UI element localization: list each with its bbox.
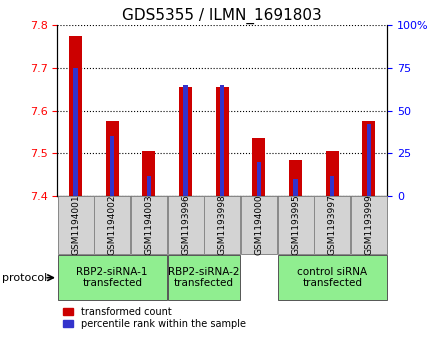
Bar	[147, 176, 151, 196]
Text: GSM1194002: GSM1194002	[108, 195, 117, 255]
Bar	[367, 125, 371, 196]
FancyBboxPatch shape	[278, 255, 387, 300]
Text: GSM1193997: GSM1193997	[328, 195, 337, 256]
Text: GSM1194000: GSM1194000	[254, 195, 264, 256]
FancyBboxPatch shape	[58, 255, 167, 300]
FancyBboxPatch shape	[131, 196, 167, 254]
Bar	[220, 85, 224, 196]
Text: GSM1194003: GSM1194003	[144, 195, 154, 256]
Text: GSM1193995: GSM1193995	[291, 195, 300, 256]
FancyBboxPatch shape	[168, 196, 203, 254]
Bar	[289, 160, 302, 196]
Title: GDS5355 / ILMN_1691803: GDS5355 / ILMN_1691803	[122, 8, 322, 24]
Bar	[330, 176, 334, 196]
Bar	[293, 179, 298, 196]
FancyBboxPatch shape	[314, 196, 350, 254]
Text: RBP2-siRNA-2
transfected: RBP2-siRNA-2 transfected	[168, 267, 240, 289]
Bar	[143, 151, 155, 196]
Text: GSM1194001: GSM1194001	[71, 195, 80, 256]
FancyBboxPatch shape	[168, 255, 240, 300]
Bar	[363, 121, 375, 196]
Bar	[257, 162, 261, 196]
Bar	[326, 151, 339, 196]
Bar	[69, 36, 82, 196]
FancyBboxPatch shape	[94, 196, 130, 254]
Text: protocol: protocol	[2, 273, 48, 283]
Bar	[179, 87, 192, 196]
Text: RBP2-siRNA-1
transfected: RBP2-siRNA-1 transfected	[77, 267, 148, 289]
FancyBboxPatch shape	[204, 196, 240, 254]
Legend: transformed count, percentile rank within the sample: transformed count, percentile rank withi…	[62, 306, 246, 330]
FancyBboxPatch shape	[351, 196, 387, 254]
Bar	[216, 87, 229, 196]
Text: GSM1193998: GSM1193998	[218, 195, 227, 256]
Text: GSM1193996: GSM1193996	[181, 195, 190, 256]
Bar	[73, 68, 78, 196]
Bar	[253, 138, 265, 196]
FancyBboxPatch shape	[241, 196, 277, 254]
Bar	[110, 136, 114, 196]
FancyBboxPatch shape	[58, 196, 94, 254]
Text: GSM1193999: GSM1193999	[364, 195, 374, 256]
Bar	[106, 121, 119, 196]
FancyBboxPatch shape	[278, 196, 314, 254]
Text: control siRNA
transfected: control siRNA transfected	[297, 267, 367, 289]
Bar	[183, 85, 188, 196]
